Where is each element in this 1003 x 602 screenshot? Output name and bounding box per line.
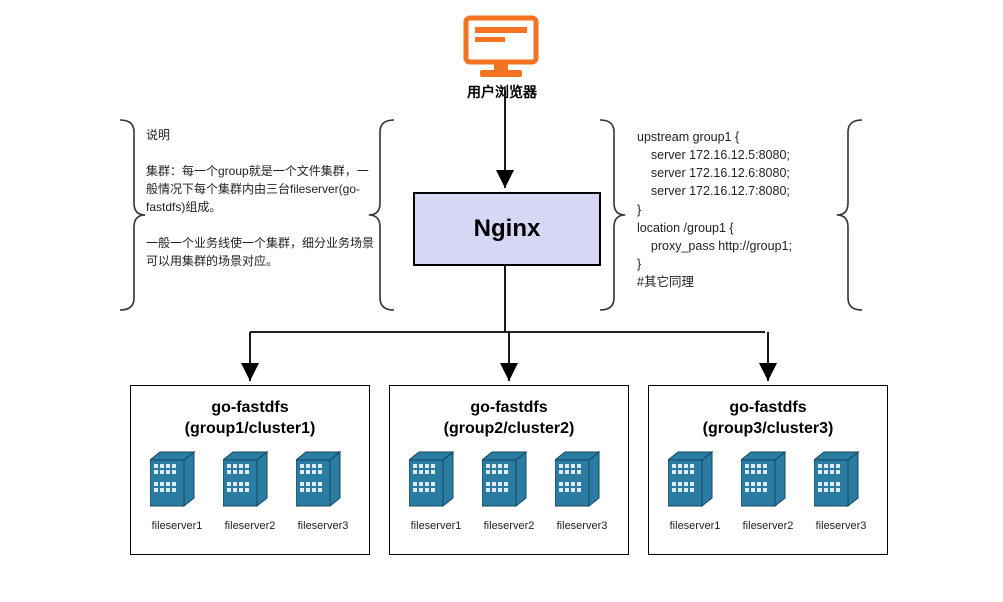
server-item: fileserver2 bbox=[223, 450, 277, 532]
server-item: fileserver3 bbox=[296, 450, 350, 532]
servers-row: fileserver1 fileserver2 fileserver3 bbox=[649, 450, 887, 532]
servers-row: fileserver1 fileserver2 fileserver3 bbox=[131, 450, 369, 532]
server-label: fileserver1 bbox=[152, 520, 203, 532]
server-label: fileserver1 bbox=[670, 520, 721, 532]
cluster-title: go-fastdfs(group3/cluster3) bbox=[649, 386, 887, 440]
server-item: fileserver1 bbox=[150, 450, 204, 532]
server-item: fileserver3 bbox=[555, 450, 609, 532]
server-item: fileserver1 bbox=[668, 450, 722, 532]
server-icon bbox=[482, 450, 536, 516]
server-label: fileserver2 bbox=[484, 520, 535, 532]
nginx-config-snippet: upstream group1 { server 172.16.12.5:808… bbox=[637, 128, 792, 291]
cluster-title: go-fastdfs(group2/cluster2) bbox=[390, 386, 628, 440]
server-icon bbox=[409, 450, 463, 516]
server-icon bbox=[555, 450, 609, 516]
server-item: fileserver2 bbox=[482, 450, 536, 532]
cluster-box: go-fastdfs(group1/cluster1)fileserver1fi… bbox=[130, 385, 370, 555]
server-label: fileserver3 bbox=[816, 520, 867, 532]
cluster-box: go-fastdfs(group3/cluster3)fileserver1fi… bbox=[648, 385, 888, 555]
server-icon bbox=[223, 450, 277, 516]
server-label: fileserver1 bbox=[411, 520, 462, 532]
server-icon bbox=[296, 450, 350, 516]
explanation-note: 说明 集群：每一个group就是一个文件集群，一般情况下每个集群内由三台file… bbox=[146, 126, 376, 270]
nginx-node: Nginx bbox=[413, 192, 601, 266]
browser-label: 用户浏览器 bbox=[452, 82, 552, 102]
server-item: fileserver2 bbox=[741, 450, 795, 532]
server-item: fileserver1 bbox=[409, 450, 463, 532]
cluster-box: go-fastdfs(group2/cluster2)fileserver1fi… bbox=[389, 385, 629, 555]
server-icon bbox=[150, 450, 204, 516]
server-item: fileserver3 bbox=[814, 450, 868, 532]
server-label: fileserver3 bbox=[298, 520, 349, 532]
server-label: fileserver3 bbox=[557, 520, 608, 532]
servers-row: fileserver1 fileserver2 fileserver3 bbox=[390, 450, 628, 532]
server-label: fileserver2 bbox=[225, 520, 276, 532]
server-icon bbox=[814, 450, 868, 516]
diagram-canvas: 用户浏览器 Nginx 说明 集群：每一个group就是一个文件集群，一般情况下每个… bbox=[0, 0, 1003, 602]
server-label: fileserver2 bbox=[743, 520, 794, 532]
server-icon bbox=[668, 450, 722, 516]
server-icon bbox=[741, 450, 795, 516]
cluster-title: go-fastdfs(group1/cluster1) bbox=[131, 386, 369, 440]
